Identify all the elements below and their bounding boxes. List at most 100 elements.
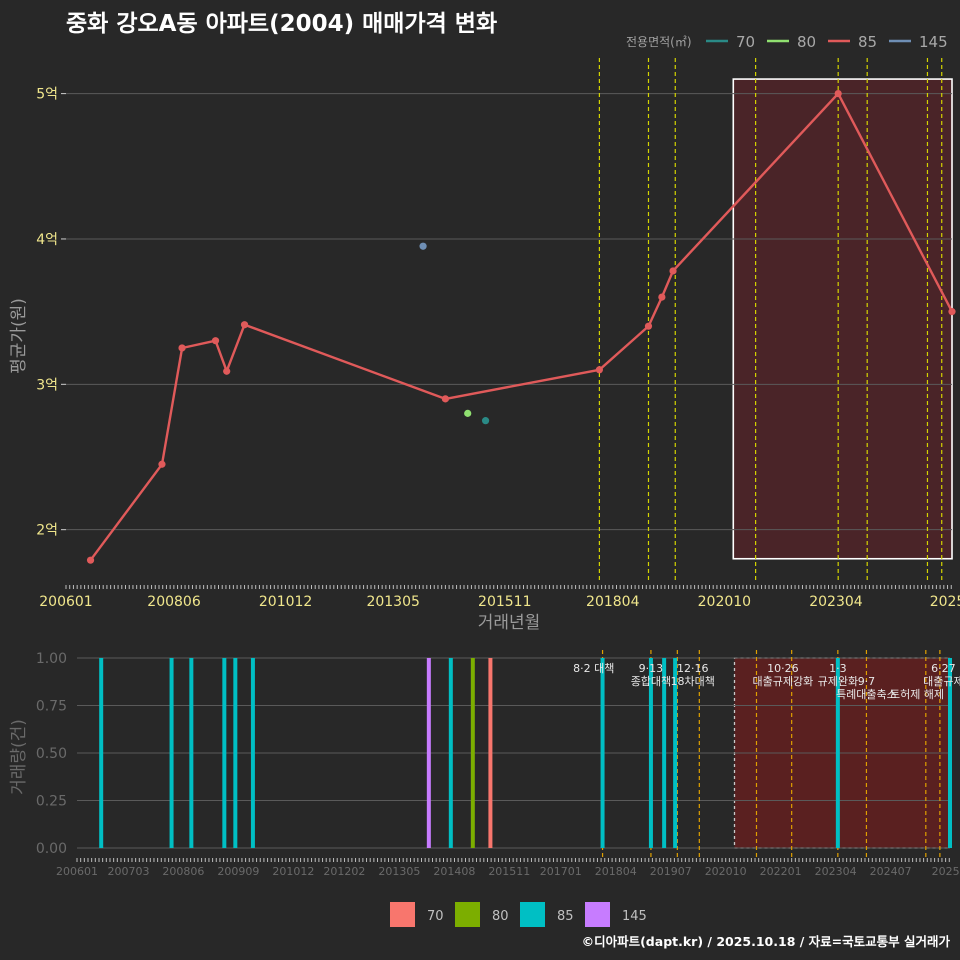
legend-label: 145 [919, 33, 948, 51]
volume-bar-85 [233, 658, 238, 848]
event-label: 18차대책 [671, 675, 715, 688]
x-tick-label: 2025 [932, 865, 960, 878]
data-point-85 [223, 367, 231, 375]
legend-swatch [390, 902, 415, 927]
x-tick-label: 2025 [930, 594, 960, 610]
volume-bar-85 [673, 658, 678, 848]
data-point-85 [441, 395, 449, 403]
x-tick-label: 201511 [478, 594, 531, 610]
event-label: 9·7 [858, 675, 876, 688]
y-axis-title: 거래량(건) [9, 719, 29, 795]
event-label: 규제완화 [818, 675, 858, 688]
footer-credit: ©디아파트(dapt.kr) / 2025.10.18 / 자료=국토교통부 실… [581, 934, 950, 949]
data-point-85 [658, 293, 666, 301]
volume-bar-85 [448, 658, 453, 848]
volume-bar-85 [662, 658, 667, 848]
data-point-85 [644, 322, 653, 330]
price-chart: 2억 3억 4억 5억 200601 200806 201012 201305 201511 20… [9, 33, 960, 633]
data-point-70 [481, 417, 490, 425]
legend-swatch [585, 902, 610, 927]
x-tick-label: 202010 [698, 594, 751, 610]
x-tick-label: 201804 [586, 594, 640, 610]
volume-bar-85 [189, 658, 194, 848]
legend-label: 85 [858, 33, 877, 51]
volume-bar-85 [835, 658, 840, 848]
x-tick-label: 201202 [323, 865, 365, 878]
highlight-box [732, 78, 953, 560]
volume-bar-85 [99, 658, 104, 848]
event-label: 8·2 대책 [573, 662, 614, 675]
volume-bar-70 [488, 658, 493, 848]
volume-bar-145 [426, 658, 431, 848]
x-tick-label: 200806 [162, 865, 204, 878]
y-tick-label: 5억 [36, 87, 58, 103]
y-tick-label: 2억 [36, 523, 58, 539]
event-label: 6·27 [931, 662, 956, 675]
event-label: 종합대책 [631, 675, 671, 688]
x-axis-title: 거래년월 [478, 613, 541, 633]
x-tick-label: 200601 [39, 594, 92, 610]
data-point-85 [669, 267, 677, 275]
legend-label: 70 [427, 909, 444, 924]
event-label: 대출규제 [923, 675, 960, 688]
x-tick-label: 201012 [272, 865, 314, 878]
event-label: 9·13 [639, 662, 664, 675]
y-tick-label: 1.00 [36, 651, 67, 667]
x-tick-label: 202304 [815, 865, 857, 878]
x-tick-label: 202304 [809, 594, 863, 610]
x-tick-label: 201907 [650, 865, 692, 878]
volume-bar-85 [948, 658, 952, 848]
data-point-85 [595, 366, 603, 374]
x-tick-label: 200703 [107, 865, 149, 878]
data-point-80 [464, 409, 472, 417]
y-tick-label: 0.25 [36, 794, 67, 810]
data-point-85 [86, 556, 95, 564]
volume-bar-80 [470, 658, 475, 848]
event-label: 12·16 [677, 662, 709, 675]
data-point-85 [158, 460, 166, 468]
x-tick-label: 201012 [259, 594, 312, 610]
x-tick-label: 202407 [870, 865, 912, 878]
data-point-85 [834, 90, 842, 98]
event-label: 특례대출축소 [836, 688, 897, 701]
x-tick-label: 201701 [540, 865, 582, 878]
volume-bar-85 [222, 658, 227, 848]
volume-bar-85 [169, 658, 174, 848]
volume-bar-85 [600, 658, 605, 848]
x-tick-label: 201804 [595, 865, 637, 878]
x-tick-label: 200806 [147, 594, 201, 610]
legend-label: 145 [622, 909, 647, 924]
data-point-85 [240, 321, 249, 329]
data-point-85 [211, 337, 220, 345]
event-label: 토허제 해제 [890, 687, 944, 701]
x-tick-label: 201305 [366, 594, 419, 610]
event-label: 1·3 [829, 662, 847, 675]
legend-title: 전용면적(㎡) [626, 35, 692, 49]
x-tick-label: 202010 [705, 865, 747, 878]
x-tick-label: 200601 [56, 865, 98, 878]
x-tick-label: 201511 [488, 865, 530, 878]
data-point-145 [419, 242, 427, 250]
legend-swatch [520, 902, 545, 927]
event-label: 10·26 [767, 662, 799, 675]
y-tick-label: 0.50 [36, 746, 67, 762]
x-tick-label: 201305 [378, 865, 420, 878]
x-tick-label: 202201 [760, 865, 802, 878]
y-tick-label: 4억 [36, 232, 58, 248]
legend-label: 80 [797, 33, 816, 51]
x-tick-label: 201408 [433, 865, 475, 878]
volume-bar-85 [648, 658, 653, 848]
y-tick-label: 3억 [36, 377, 58, 393]
legend-label: 85 [557, 909, 574, 924]
data-point-85 [948, 308, 956, 316]
legend-label: 80 [492, 909, 509, 924]
y-tick-label: 0.75 [36, 699, 67, 715]
y-tick-label: 0.00 [36, 841, 67, 857]
legend-swatch [455, 902, 480, 927]
chart-title: 중화 강오A동 아파트(2004) 매매가격 변화 [66, 11, 498, 37]
legend-label: 70 [736, 33, 755, 51]
event-label: 대출규제강화 [753, 675, 814, 688]
volume-bar-85 [250, 658, 255, 848]
data-point-85 [178, 344, 186, 352]
